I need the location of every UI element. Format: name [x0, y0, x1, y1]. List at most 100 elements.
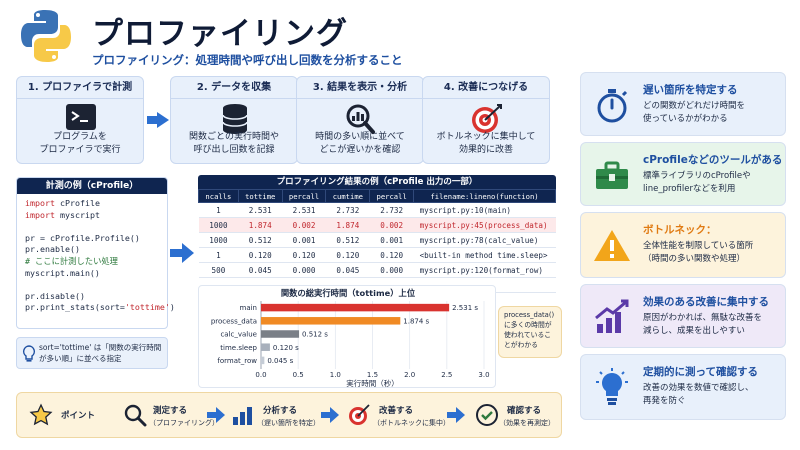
bottom-step-3-sub: （ボトルネックに集中） [373, 419, 450, 427]
code-line: pr.print_stats(sort='tottime') [25, 302, 175, 314]
info-card-title: 遅い箇所を特定する [643, 84, 738, 96]
table-header-cell: tottime [237, 189, 283, 203]
bottom-step-1-label: 測定する [153, 406, 188, 416]
code-text: pr.enable() [25, 244, 80, 255]
code-line: myscript.main() [25, 268, 175, 280]
tip-box: sort='tottime' は「関数の実行時間が多い順」に並べる指定 [16, 337, 168, 369]
step-4-label: 4. 改善につなげる [423, 77, 549, 99]
page-subtitle: プロファイリング：処理時間や呼び出し回数を分析すること [92, 53, 403, 67]
code-line: pr = cProfile.Profile() [25, 233, 175, 245]
code-keyword: import [25, 198, 55, 208]
lightbulb-icon [22, 345, 36, 363]
table-cell: 0.512 [238, 232, 283, 248]
chart-value-label: 0.120 s [273, 344, 299, 352]
bottom-step-4-label: 確認する [507, 406, 542, 416]
table-cell: 2.732 [325, 202, 370, 218]
table-cell: 2.531 [282, 202, 326, 218]
growth-chart-icon [591, 296, 633, 338]
chart-value-label: 0.045 s [267, 357, 293, 365]
bar-chart-icon [231, 403, 255, 427]
chart-category-label: calc_value [220, 331, 257, 339]
results-table-panel: プロファイリング結果の例（cProfile 出力の一部） ncalls totti… [198, 175, 556, 293]
info-card-title: 効果のある改善に集中する [643, 296, 769, 308]
table-cell: 1 [198, 202, 239, 218]
step-3-desc: 時間の多い順に並べて どこが遅いかを確認 [315, 132, 405, 155]
callout-bubble: process_data() に多くの時間が使われていることがわかる [498, 306, 562, 358]
step-1-card: 1. プロファイラで計測 プログラムを プロファイラで実行 [16, 76, 144, 164]
bottom-step-1-sub: （プロファイリング） [149, 419, 219, 427]
arrow-right-icon [447, 407, 465, 427]
chart-bar [261, 343, 270, 351]
code-text: myscript.main() [25, 267, 100, 278]
bar-chart-panel: 関数の総実行時間（tottime）上位 0.0 0.5 1.0 1.5 2.0 2.5 3.0… [198, 285, 496, 388]
star-icon [29, 403, 53, 427]
table-cell: 1 [198, 247, 239, 263]
table-header-cell: percall [281, 189, 327, 203]
table-row: 500 0.045 0.000 0.045 0.000 myscript.py:120(f… [198, 262, 556, 278]
arrow-right-icon [170, 243, 194, 267]
table-header-cell: cumtime [325, 189, 371, 203]
info-card-title: 定期的に測って確認する [643, 366, 758, 378]
chart-tick-label: 1.5 [367, 371, 378, 379]
chart-bar [261, 317, 401, 325]
bottom-step-2-label: 分析する [263, 406, 298, 416]
code-line: pr.disable() [25, 291, 175, 303]
bottom-step-2-sub: （遅い箇所を特定） [257, 419, 320, 427]
page-title: プロファイリング [92, 16, 348, 52]
table-header-cell: percall [369, 189, 415, 203]
chart-tick-label: 0.5 [293, 371, 304, 379]
code-line [25, 279, 175, 291]
step-2-desc: 関数ごとの実行時間や 呼び出し回数を記録 [189, 132, 279, 155]
code-text: pr.disable() [25, 290, 85, 301]
bar-chart: 関数の総実行時間（tottime）上位 0.0 0.5 1.0 1.5 2.0 2.5 3.0… [211, 288, 490, 388]
table-cell: 2.531 [238, 202, 283, 218]
code-line: import myscript [25, 210, 175, 222]
info-card-title: cProfileなどのツールがある [643, 154, 783, 166]
info-card-desc: どの関数がどれだけ時間を 使っているかがわかる [643, 101, 746, 124]
table-header-cell: ncalls [198, 189, 239, 203]
table-cell: 0.120 [369, 247, 414, 263]
chart-tick-label: 0.0 [255, 371, 266, 379]
info-card: 効果のある改善に集中する原因がわかれば、無駄な改善を 減らし、成果を出しやすい [580, 284, 786, 348]
chart-value-label: 1.874 s [403, 317, 429, 325]
database-icon [215, 103, 255, 135]
chart-bar [261, 303, 450, 312]
bottom-step-3-label: 改善する [379, 406, 414, 416]
info-card: cProfileなどのツールがある 標準ライブラリのcProfileや line_… [580, 142, 786, 206]
chart-value-label: 2.531 s [452, 304, 478, 312]
table-cell: 1.874 [325, 217, 370, 233]
info-card: ボトルネック： 全体性能を制限している箇所 （時間の多い関数や処理） [580, 212, 786, 278]
info-card-title: ボトルネック： [643, 224, 717, 236]
code-example-title: 計測の例（cProfile） [17, 178, 167, 194]
point-bar: ポイント 測定する （プロファイリング） 分析する （遅い箇所を特定） 改善する… [16, 392, 562, 438]
tip-text: sort='tottime' は「関数の実行時間が多い順」に並べる指定 [39, 343, 162, 363]
table-cell: 2.732 [369, 202, 414, 218]
info-card-desc: 原因がわかれば、無駄な改善を 減らし、成果を出しやすい [643, 313, 763, 336]
table-cell: 0.120 [282, 247, 326, 263]
table-row: 1000 0.512 0.001 0.512 0.001 myscript.py:78(c… [198, 232, 556, 248]
code-line: import cProfile [25, 198, 175, 210]
code-string: 'tottime' [124, 302, 170, 313]
table-cell: 0.045 [238, 262, 283, 278]
chart-tick-label: 2.0 [404, 371, 415, 379]
info-card: 遅い箇所を特定するどの関数がどれだけ時間を 使っているかがわかる [580, 72, 786, 136]
info-card-desc: 全体性能を制限している箇所 （時間の多い関数や処理） [643, 241, 754, 264]
terminal-icon [61, 103, 101, 135]
code-example-panel: 計測の例（cProfile） import cProfile import mys… [16, 177, 175, 329]
target-icon [347, 403, 371, 427]
results-table: ncalls tottime percall cumtime percall filena… [198, 189, 556, 293]
lightbulb-icon [591, 367, 633, 409]
chart-tick-label: 2.5 [441, 371, 452, 379]
info-card-desc: 改善の効果を数値で確認し、 再発を防ぐ [643, 383, 754, 406]
table-cell: 1000 [198, 217, 239, 233]
chart-category-label: main [240, 304, 258, 312]
table-cell: myscript.py:120(format_row) [413, 262, 556, 278]
code-block: import cProfile import myscript pr = cProf… [25, 198, 175, 314]
table-cell: 0.120 [238, 247, 283, 263]
check-circle-icon [475, 403, 499, 427]
toolbox-icon [591, 154, 633, 196]
table-cell: 0.512 [325, 232, 370, 248]
arrow-right-icon [147, 112, 169, 128]
table-cell: myscript.py:45(process_data) [413, 217, 556, 233]
chart-category-label: process_data [211, 317, 257, 325]
